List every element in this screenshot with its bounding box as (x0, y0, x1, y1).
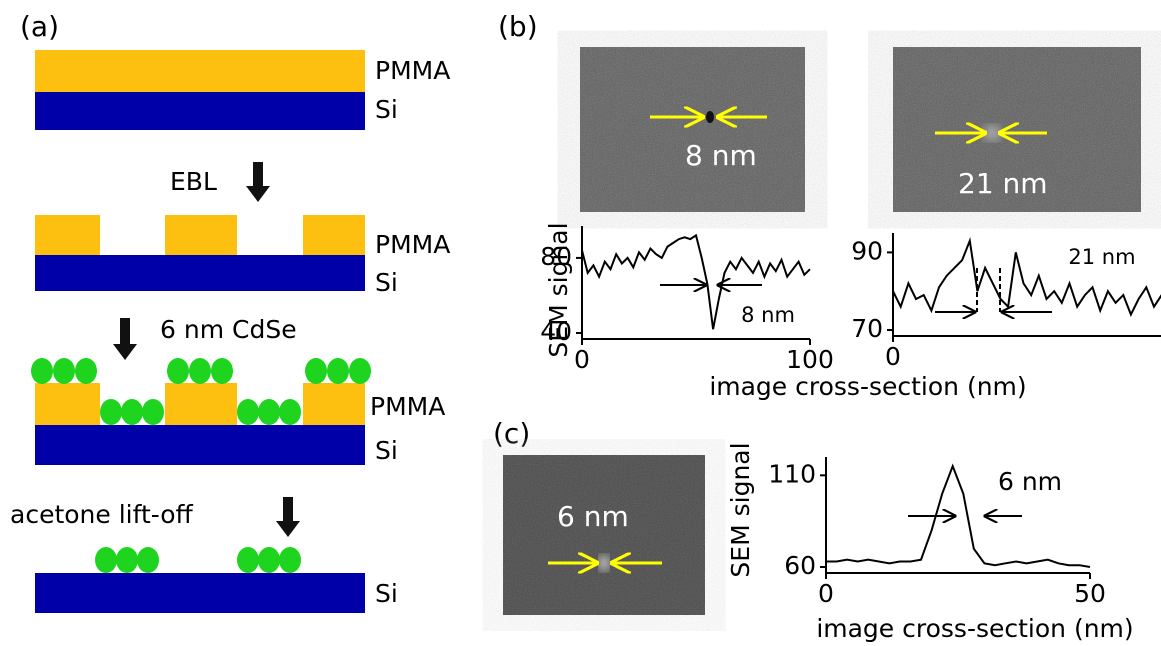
step-label: acetone lift-off (10, 500, 194, 529)
layer-label: Si (375, 436, 398, 465)
sem-image: 8 nm (580, 47, 805, 212)
figure: (a) PMMA Si EBL PMMA Si 6 nm CdSe PMMA S… (0, 0, 1161, 646)
y-tick-label: 90 (851, 236, 883, 265)
arrow (113, 318, 137, 360)
pmma-block (303, 383, 365, 425)
pmma-block (165, 215, 237, 255)
pmma-block (35, 215, 100, 255)
layer-label: PMMA (375, 56, 450, 85)
y-tick-label: 70 (851, 314, 883, 343)
arrow (276, 497, 300, 537)
layer-label: Si (375, 95, 398, 124)
y-tick-label: 80 (540, 242, 572, 271)
pmma-block (303, 215, 365, 255)
quantum-dots (95, 547, 301, 573)
si-layer (35, 425, 365, 465)
pmma-block (165, 383, 237, 425)
layer-label: Si (375, 579, 398, 608)
si-layer (35, 92, 365, 130)
layer-label: PMMA (370, 392, 445, 421)
image-label: 21 nm (958, 167, 1048, 200)
x-tick-label: 50 (1074, 579, 1106, 608)
y-tick-label: 60 (784, 551, 816, 580)
si-layer (35, 255, 365, 291)
layer-label: PMMA (375, 230, 450, 259)
y-tick-label: 110 (768, 459, 816, 488)
x-axis-label: image cross-section (nm) (709, 372, 1026, 401)
stack-4: Si (35, 547, 398, 613)
image-label: 8 nm (685, 139, 757, 172)
pmma-layer (35, 50, 365, 92)
stack-1: PMMA Si (35, 50, 450, 130)
arrow (246, 162, 270, 202)
x-tick-label: 0 (885, 342, 901, 371)
x-tick-label: 0 (574, 345, 590, 374)
x-tick-label: 100 (786, 345, 834, 374)
page: {"panel_a":{"label":"(a)","steps":["EBL"… (0, 0, 1161, 646)
si-layer (35, 573, 365, 613)
x-tick-label: 0 (818, 579, 834, 608)
annotation: 21 nm (1068, 245, 1135, 269)
sem-image: 6 nm (503, 455, 705, 615)
annotation: 8 nm (741, 303, 795, 327)
panel-label: (b) (498, 10, 538, 43)
y-tick-label: 40 (540, 317, 572, 346)
annotation: 6 nm (998, 467, 1062, 496)
y-axis-label: SEM signal (726, 442, 755, 577)
layer-label: Si (375, 268, 398, 297)
sem-image: 21 nm (893, 47, 1141, 212)
x-axis-label: image cross-section (nm) (816, 614, 1133, 643)
panel-label: (c) (493, 417, 530, 450)
pmma-block (35, 383, 100, 425)
stack-3: PMMA Si (31, 358, 445, 465)
stack-2: PMMA Si (35, 215, 450, 297)
panel-label: (a) (20, 10, 59, 43)
step-label: 6 nm CdSe (160, 315, 297, 344)
step-label: EBL (170, 167, 217, 196)
image-label: 6 nm (557, 500, 629, 533)
